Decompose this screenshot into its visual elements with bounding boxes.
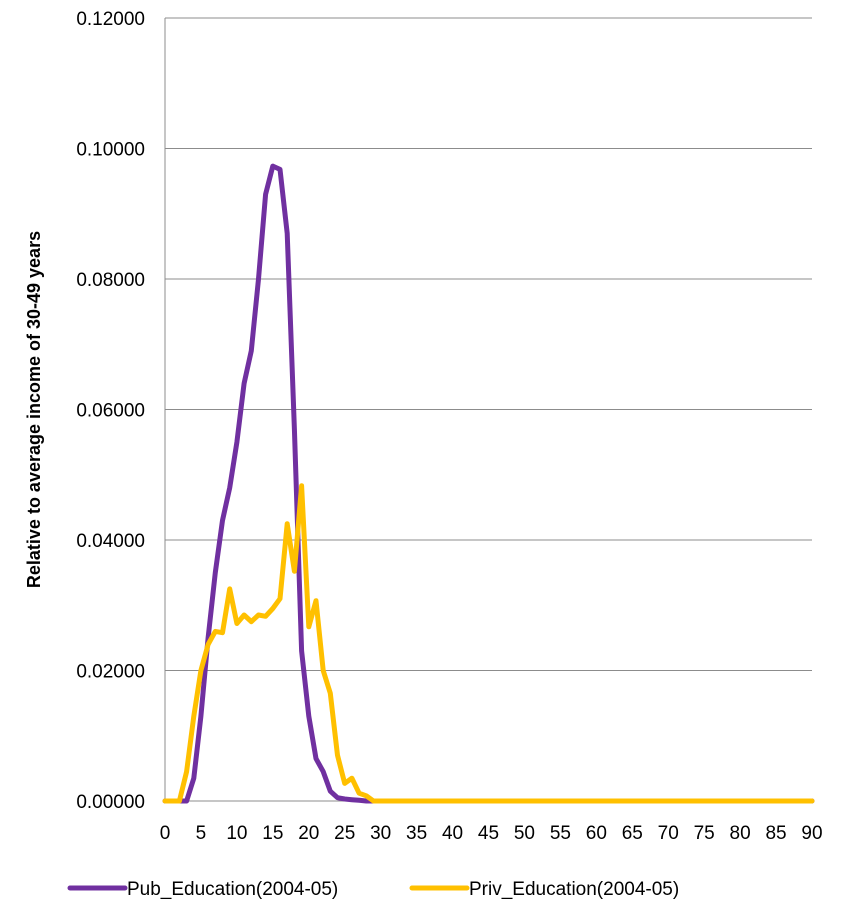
x-tick-labels: 0 5 10 15 20 25 30 35 40 45 50 55 60 65 70 75 80 85 90 — [160, 823, 823, 844]
x-tick-label: 0 — [160, 823, 171, 844]
x-tick-label: 45 — [478, 823, 499, 844]
y-tick-label: 0.12000 — [76, 9, 145, 30]
gridlines — [164, 17, 812, 802]
x-tick-label: 90 — [801, 823, 822, 844]
y-tick-label: 0.04000 — [76, 531, 145, 552]
series-line-pub-education — [162, 163, 815, 804]
y-tick-label: 0.00000 — [76, 792, 145, 813]
y-axis-label: Relative to average income of 30-49 year… — [24, 231, 44, 588]
legend-label: Pub_Education(2004-05) — [127, 879, 338, 900]
y-tick-label: 0.02000 — [76, 662, 145, 683]
series-lines — [162, 163, 815, 804]
x-tick-label: 35 — [406, 823, 427, 844]
x-tick-label: 80 — [730, 823, 751, 844]
x-tick-label: 25 — [334, 823, 355, 844]
x-tick-label: 10 — [226, 823, 247, 844]
x-tick-label: 20 — [298, 823, 319, 844]
x-tick-label: 75 — [694, 823, 715, 844]
series-line-priv-education — [162, 483, 815, 804]
x-tick-label: 55 — [550, 823, 571, 844]
y-tick-label: 0.10000 — [76, 140, 145, 161]
x-tick-label: 65 — [622, 823, 643, 844]
y-tick-label: 0.08000 — [76, 270, 145, 291]
y-tick-labels: 0.00000 0.02000 0.04000 0.06000 0.08000 0.100… — [76, 9, 145, 813]
x-tick-label: 5 — [196, 823, 207, 844]
x-tick-label: 60 — [586, 823, 607, 844]
x-tick-label: 40 — [442, 823, 463, 844]
x-tick-label: 50 — [514, 823, 535, 844]
x-tick-label: 15 — [262, 823, 283, 844]
x-tick-label: 30 — [370, 823, 391, 844]
legend: Pub_Education(2004-05) Priv_Education(200… — [67, 879, 679, 900]
legend-label: Priv_Education(2004-05) — [469, 879, 679, 900]
x-tick-label: 85 — [765, 823, 786, 844]
x-tick-label: 70 — [658, 823, 679, 844]
y-tick-label: 0.06000 — [76, 401, 145, 422]
